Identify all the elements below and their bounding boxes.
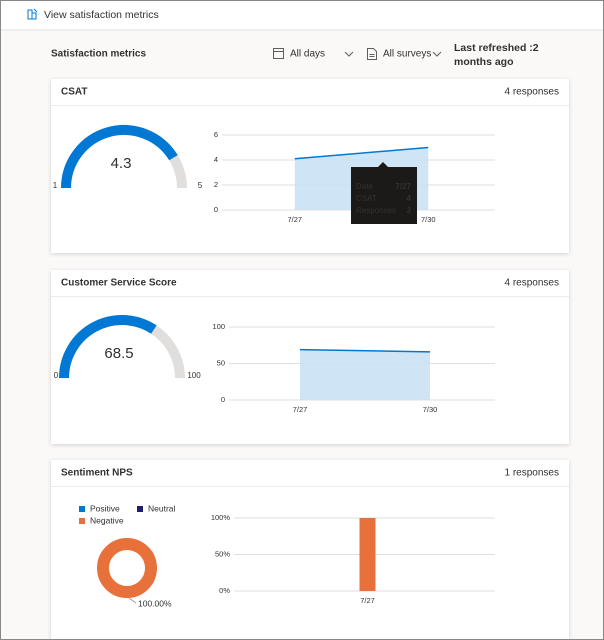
tooltip-label: Responses: [356, 206, 396, 215]
tooltip-box: [351, 167, 417, 224]
tooltip-arrow: [378, 162, 388, 167]
donut-value-label: 100.00%: [138, 598, 172, 608]
response-count: 4 responses: [505, 278, 559, 289]
header-title[interactable]: View satisfaction metrics: [44, 9, 159, 21]
chevron[interactable]: [432, 51, 442, 57]
tooltip-value: 7/27: [395, 182, 411, 191]
days-filter[interactable]: All days: [290, 49, 325, 60]
x-tick-label: 7/30: [421, 215, 436, 224]
area-line: [299, 348, 431, 353]
bar: [359, 518, 376, 591]
top-bar: [0, 0, 604, 30]
tooltip-label: Date: [356, 182, 373, 191]
toolbar-title: Satisfaction metrics: [51, 49, 146, 60]
gauge-value-label: 4.3: [111, 155, 132, 172]
y-tick-label: 100%: [211, 513, 231, 522]
y-tick-label: 2: [214, 180, 218, 189]
legend-label: Neutral: [148, 503, 176, 513]
donut-segment: [97, 538, 157, 598]
gauge-value: [61, 125, 178, 189]
chevron[interactable]: [344, 51, 354, 57]
area-line: [294, 146, 429, 160]
response-count: 1 responses: [505, 468, 559, 479]
legend-swatch: [79, 518, 85, 524]
y-tick-label: 0%: [219, 586, 230, 595]
gauge-value-label: 68.5: [104, 345, 133, 362]
gauge-value: [59, 315, 157, 379]
y-tick-label: 0: [214, 205, 218, 214]
gauge-max: 100: [187, 371, 201, 380]
y-tick-label: 6: [214, 130, 218, 139]
metrics-icon: [27, 8, 38, 20]
tooltip: Date 7/27 CSAT 4 Responses 3: [351, 162, 417, 224]
card-title: Customer Service Score: [61, 278, 177, 289]
survey-icon: [367, 48, 377, 60]
tooltip-value: 4: [407, 194, 412, 203]
legend-label: Positive: [90, 503, 120, 513]
legend-label: Negative: [90, 515, 124, 525]
card-title: CSAT: [61, 87, 87, 98]
y-tick-label: 50: [217, 358, 225, 367]
gauge-max: 5: [198, 181, 203, 190]
card-title: Sentiment NPS: [61, 468, 133, 479]
last-refreshed: Last refreshed :2 months ago: [454, 42, 539, 68]
survey-filter[interactable]: All surveys: [383, 49, 431, 60]
gauge-min: 1: [53, 181, 58, 190]
calendar-icon: [273, 48, 284, 59]
y-tick-label: 100: [212, 322, 225, 331]
y-tick-label: 50%: [215, 549, 230, 558]
x-tick-label: 7/27: [287, 215, 302, 224]
response-count: 4 responses: [505, 87, 559, 98]
leader-line: [128, 597, 137, 604]
legend-swatch: [137, 506, 143, 512]
x-tick-label: 7/27: [293, 405, 308, 414]
tooltip-label: CSAT: [356, 194, 377, 203]
x-tick-label: 7/27: [360, 596, 375, 605]
gauge-min: 0: [54, 371, 59, 380]
y-tick-label: 4: [214, 155, 218, 164]
x-tick-label: 7/30: [423, 405, 438, 414]
y-tick-label: 0: [221, 395, 225, 404]
legend-swatch: [79, 506, 85, 512]
area-fill: [300, 349, 430, 400]
tooltip-value: 3: [407, 206, 412, 215]
